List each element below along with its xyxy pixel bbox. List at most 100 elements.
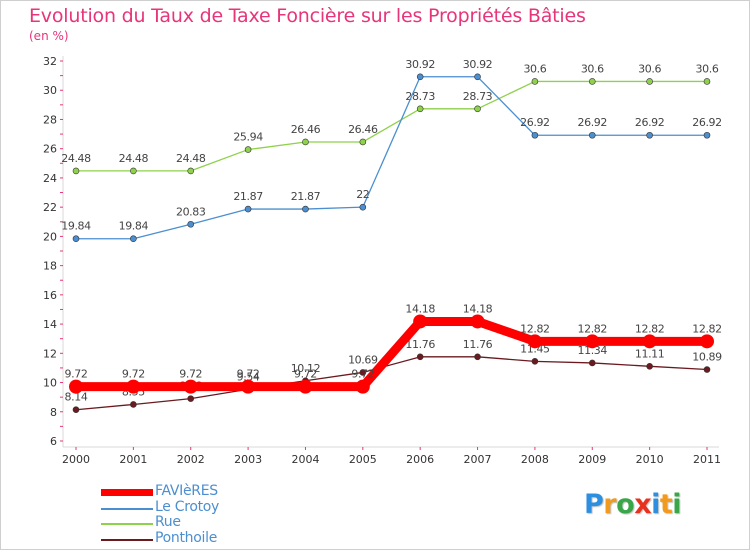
data-label: 9.72 <box>351 368 374 381</box>
data-point <box>588 359 596 367</box>
series-line <box>75 356 708 411</box>
data-point <box>130 235 137 243</box>
x-tick-label: 2001 <box>119 453 147 466</box>
data-label: 30.6 <box>581 62 604 75</box>
data-point <box>130 167 137 175</box>
legend-swatch <box>101 538 153 541</box>
data-point <box>244 146 252 153</box>
data-point <box>527 334 542 349</box>
y-tick-label: 26 <box>43 143 57 156</box>
data-point <box>298 379 313 394</box>
y-tick-label: 6 <box>50 435 57 448</box>
data-point <box>703 366 711 373</box>
data-point <box>359 369 367 376</box>
data-label: 26.92 <box>692 116 722 129</box>
legend-label: Ponthoile <box>155 529 218 546</box>
y-tick-label: 30 <box>43 84 57 97</box>
y-tick-label: 18 <box>43 260 57 273</box>
data-point <box>474 353 481 361</box>
data-point <box>703 131 711 139</box>
x-tick-label: 2007 <box>464 453 492 466</box>
data-label: 10.89 <box>692 351 722 364</box>
x-tick-label: 2009 <box>578 453 606 466</box>
data-label: 9.72 <box>294 368 317 381</box>
data-label: 30.92 <box>405 58 435 71</box>
proxiti-logo: Proxiti <box>584 489 682 520</box>
y-tick-label: 14 <box>43 318 57 331</box>
data-label: 24.48 <box>176 152 206 165</box>
x-tick-label: 2005 <box>349 453 377 466</box>
data-label: 20.83 <box>176 205 206 218</box>
logo-letter: i <box>672 489 682 520</box>
data-point <box>646 78 653 85</box>
data-label: 11.76 <box>405 338 435 351</box>
logo-letter: i <box>651 489 660 520</box>
y-tick-label: 10 <box>43 377 57 390</box>
legend-label: Rue <box>155 514 181 530</box>
y-tick-label: 20 <box>43 230 57 243</box>
data-point <box>126 379 141 394</box>
data-label: 21.87 <box>291 190 321 203</box>
data-label: 10.69 <box>348 353 378 366</box>
data-point <box>416 105 424 113</box>
y-tick-label: 28 <box>43 113 57 126</box>
legend: FAVIèRES Le Crotoy Rue Ponthoile <box>101 483 361 547</box>
legend-swatch <box>101 523 153 525</box>
data-label: 10.12 <box>291 362 321 375</box>
data-label: 9.54 <box>237 370 260 383</box>
data-point <box>646 131 653 139</box>
data-point <box>588 131 596 139</box>
data-point <box>187 395 195 402</box>
data-point <box>183 379 198 394</box>
logo-letter: o <box>616 489 635 520</box>
data-label: 19.84 <box>119 220 149 233</box>
data-label: 26.92 <box>578 116 608 129</box>
data-point <box>302 138 309 146</box>
data-point <box>359 203 367 211</box>
x-tick-label: 2008 <box>521 453 549 466</box>
data-point <box>588 78 596 85</box>
legend-item-favieres: FAVIèRES <box>101 483 361 501</box>
data-label: 26.46 <box>291 123 321 136</box>
data-point <box>69 379 83 394</box>
series-line <box>71 316 712 392</box>
data-point <box>531 78 539 85</box>
data-point <box>244 205 252 213</box>
data-point <box>700 334 714 349</box>
y-tick-label: 12 <box>43 347 57 360</box>
data-point <box>474 73 481 81</box>
data-point <box>413 314 428 329</box>
data-label: 12.82 <box>692 322 722 335</box>
data-point <box>646 363 653 370</box>
data-point <box>355 379 370 394</box>
data-label: 14.18 <box>405 302 435 315</box>
x-tick-label: 2003 <box>234 453 262 466</box>
data-point <box>302 205 309 213</box>
logo-letter: t <box>659 489 673 520</box>
data-label: 19.84 <box>61 220 91 233</box>
x-tick-label: 2002 <box>177 453 205 466</box>
data-label: 9.72 <box>65 368 88 381</box>
data-point <box>72 167 80 175</box>
logo-letter: P <box>584 489 604 520</box>
data-label: 12.82 <box>635 322 665 335</box>
legend-label: Le Crotoy <box>155 498 220 515</box>
y-tick-label: 8 <box>50 406 57 419</box>
logo-letter: r <box>603 489 617 520</box>
data-label: 24.48 <box>61 152 91 165</box>
y-tick-label: 32 <box>43 55 57 68</box>
legend-swatch <box>101 489 153 496</box>
data-point <box>241 379 256 394</box>
legend-label: FAVIèRES <box>155 483 218 499</box>
data-point <box>585 334 600 349</box>
data-point <box>531 358 539 365</box>
x-tick-label: 2011 <box>693 453 721 466</box>
data-point <box>470 314 485 329</box>
data-label: 26.46 <box>348 123 378 136</box>
data-point <box>359 138 367 146</box>
x-tick-label: 2000 <box>62 453 90 466</box>
legend-item-rue: Rue <box>101 514 361 532</box>
data-label: 11.76 <box>463 338 493 351</box>
